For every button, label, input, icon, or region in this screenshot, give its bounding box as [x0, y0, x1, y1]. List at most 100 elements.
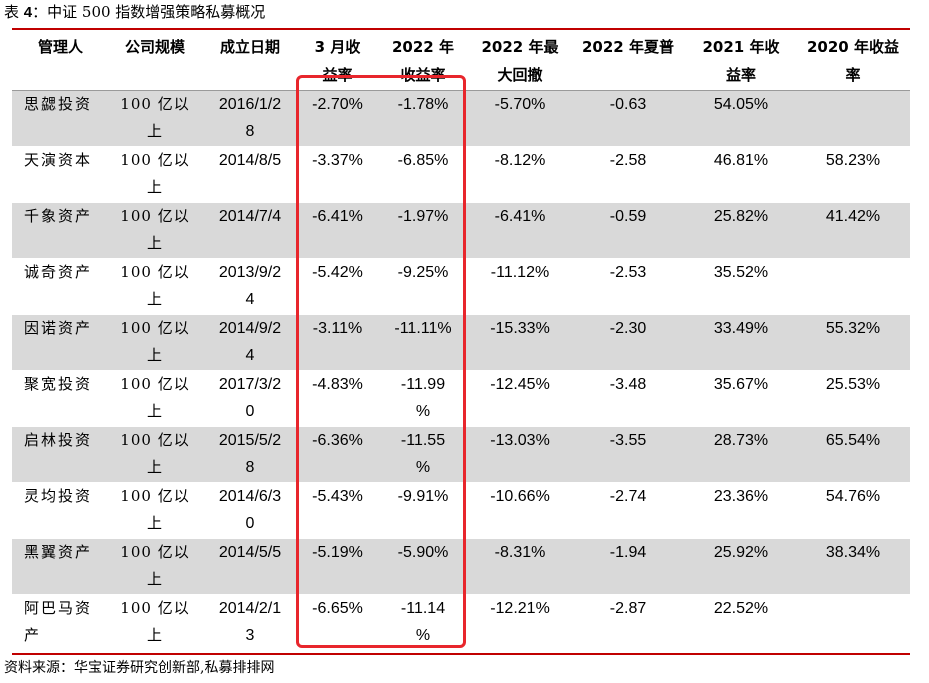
drawdown-2022-cell-text: -12.21%	[490, 600, 550, 617]
return-2021-cell-text: 25.82%	[713, 208, 769, 225]
column-header-label: 3 月收	[314, 38, 361, 56]
return-2022-cell: -11.14%	[376, 594, 470, 651]
date-cell-text: 4	[245, 347, 255, 364]
sharpe-2022-cell: -0.63	[570, 90, 686, 147]
date-cell-text: 2014/7/4	[218, 208, 282, 225]
return-2021-cell-text: 22.52%	[713, 600, 769, 617]
march-return-cell: -5.42%	[299, 258, 376, 315]
sharpe-2022-cell: -2.30	[570, 314, 686, 371]
manager-cell: 天演资本	[12, 146, 109, 203]
return-2021-cell: 22.52%	[686, 594, 796, 651]
manager-cell: 启林投资	[12, 426, 109, 483]
column-header-label: 成立日期	[219, 38, 280, 56]
column-header-label: 益率	[725, 66, 756, 84]
column-header: 2020 年收益率	[796, 31, 910, 91]
march-return-cell-text: -3.37%	[312, 152, 363, 169]
return-2021-cell-text: 25.92%	[713, 544, 769, 561]
sharpe-2022-cell-text: -2.87	[609, 600, 647, 617]
table-body: 思勰投资 100 亿以上 2016/1/2 8 -2.70% -1.78% -5.70% -0…	[12, 90, 910, 651]
column-header-label: 2021 年收	[702, 38, 780, 56]
scale-cell-text: 上	[146, 626, 163, 644]
drawdown-2022-cell-text: -6.41%	[494, 208, 546, 225]
march-return-cell-text: -4.83%	[312, 376, 363, 393]
drawdown-2022-cell: -6.41%	[470, 202, 570, 259]
scale-cell: 100 亿以上	[109, 482, 201, 539]
table-row: 阿巴马资产 100 亿以上 2014/2/1 3 -6.65% -11.14% -12.21…	[12, 594, 910, 651]
march-return-cell: -6.65%	[299, 594, 376, 651]
scale-cell: 100 亿以上	[109, 314, 201, 371]
column-header-label: 管理人	[37, 38, 83, 56]
drawdown-2022-cell: -13.03%	[470, 426, 570, 483]
column-header: 2022 年收益率	[376, 31, 470, 91]
column-header: 公司规模	[109, 31, 201, 91]
return-2021-cell-text: 54.05%	[713, 96, 769, 113]
return-2021-cell: 35.67%	[686, 370, 796, 427]
table-row: 天演资本 100 亿以上 2014/8/5 -3.37% -6.85% -8.12% -2.…	[12, 146, 910, 203]
return-2021-cell-text: 33.49%	[713, 320, 769, 337]
sharpe-2022-cell: -3.55	[570, 426, 686, 483]
date-cell-text: 2015/5/2	[218, 432, 282, 449]
sharpe-2022-cell: -0.59	[570, 202, 686, 259]
date-cell-text: 0	[245, 403, 255, 420]
return-2020-cell: 55.32%	[796, 314, 910, 371]
drawdown-2022-cell-text: -8.12%	[494, 152, 546, 169]
return-2021-cell: 28.73%	[686, 426, 796, 483]
manager-cell: 千象资产	[12, 202, 109, 259]
header-row: 管理人 公司规模 成立日期 3 月收 益率 2022 年收益率 2022 年最 大回撤 2022…	[12, 31, 910, 91]
scale-cell-text: 100 亿以	[120, 263, 190, 281]
return-2021-cell: 25.82%	[686, 202, 796, 259]
scale-cell-text: 100 亿以	[120, 543, 190, 561]
scale-cell: 100 亿以上	[109, 90, 201, 147]
date-cell-text: 4	[245, 291, 255, 308]
return-2021-cell: 25.92%	[686, 538, 796, 595]
scale-cell: 100 亿以上	[109, 258, 201, 315]
drawdown-2022-cell-text: -5.70%	[494, 96, 546, 113]
date-cell-text: 2014/2/1	[218, 600, 282, 617]
sharpe-2022-cell: -1.94	[570, 538, 686, 595]
march-return-cell-text: -6.36%	[312, 432, 363, 449]
return-2022-cell-text: -11.14	[400, 600, 446, 617]
date-cell-text: 2014/6/3	[218, 488, 282, 505]
column-header: 3 月收 益率	[299, 31, 376, 91]
sharpe-2022-cell-text: -1.94	[609, 544, 647, 561]
scale-cell-text: 上	[146, 570, 163, 588]
scale-cell-text: 100 亿以	[120, 487, 190, 505]
return-2020-cell: 38.34%	[796, 538, 910, 595]
return-2022-cell-text: %	[415, 403, 431, 420]
manager-cell-text: 思勰投资	[24, 95, 93, 113]
scale-cell-text: 上	[146, 234, 163, 252]
sharpe-2022-cell-text: -0.63	[609, 96, 647, 113]
manager-cell-text: 聚宽投资	[24, 375, 93, 393]
manager-cell-text: 天演资本	[24, 151, 93, 169]
march-return-cell: -6.41%	[299, 202, 376, 259]
private-fund-table: 管理人 公司规模 成立日期 3 月收 益率 2022 年收益率 2022 年最 大回撤 2022…	[12, 31, 910, 651]
column-header: 成立日期	[201, 31, 299, 91]
return-2022-cell: -9.91%	[376, 482, 470, 539]
sharpe-2022-cell-text: -0.59	[609, 208, 647, 225]
march-return-cell: -3.11%	[299, 314, 376, 371]
table-row: 灵均投资 100 亿以上 2014/6/3 0 -5.43% -9.91% -10.66% -…	[12, 482, 910, 539]
drawdown-2022-cell: -8.12%	[470, 146, 570, 203]
scale-cell: 100 亿以上	[109, 146, 201, 203]
table-row: 思勰投资 100 亿以上 2016/1/2 8 -2.70% -1.78% -5.70% -0…	[12, 90, 910, 147]
column-header: 管理人	[12, 31, 109, 91]
return-2022-cell-text: -5.90%	[397, 544, 449, 561]
manager-cell-text: 灵均投资	[24, 487, 93, 505]
march-return-cell-text: -6.65%	[312, 600, 363, 617]
manager-cell: 黑翼资产	[12, 538, 109, 595]
scale-cell-text: 上	[146, 458, 163, 476]
sharpe-2022-cell-text: -3.55	[609, 432, 647, 449]
date-cell: 2014/8/5	[201, 146, 299, 203]
sharpe-2022-cell-text: -2.58	[609, 152, 647, 169]
manager-cell-text: 诚奇资产	[24, 263, 93, 281]
scale-cell-text: 100 亿以	[120, 431, 190, 449]
return-2022-cell-text: -1.78%	[397, 96, 449, 113]
sharpe-2022-cell: -2.53	[570, 258, 686, 315]
caption-title: ：中证 500 指数增强策略私募概况	[32, 3, 266, 21]
date-cell: 2017/3/2 0	[201, 370, 299, 427]
date-cell: 2014/9/2 4	[201, 314, 299, 371]
return-2020-cell-text: 65.54%	[825, 432, 881, 449]
return-2022-cell: -1.78%	[376, 90, 470, 147]
return-2020-cell: 41.42%	[796, 202, 910, 259]
date-cell-text: 2017/3/2	[218, 376, 282, 393]
